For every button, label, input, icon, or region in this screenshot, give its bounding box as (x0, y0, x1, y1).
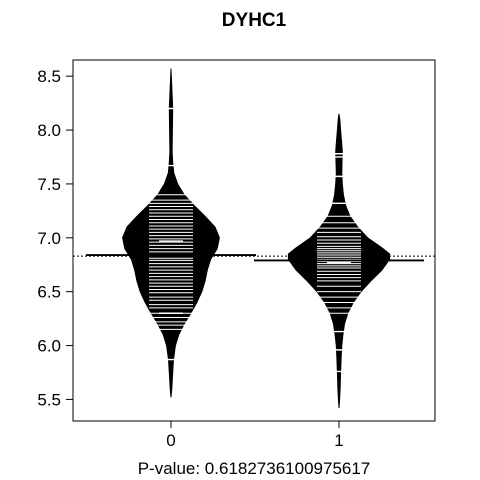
beans-layer (73, 68, 435, 409)
y-axis: 5.5 6.0 6.5 7.0 7.5 8.0 8.5 (37, 67, 74, 409)
y-tick-label-2: 6.5 (37, 283, 61, 302)
y-tick-label-0: 5.5 (37, 390, 61, 409)
bean-density-0 (122, 68, 220, 398)
chart-title: DYHC1 (222, 10, 287, 31)
y-tick-label-5: 8.0 (37, 121, 61, 140)
bean-1 (254, 113, 424, 409)
y-tick-label-1: 6.0 (37, 337, 61, 356)
x-tick-label-1: 1 (334, 431, 343, 450)
x-tick-label-0: 0 (166, 431, 175, 450)
y-tick-label-3: 7.0 (37, 229, 61, 248)
y-tick-label-4: 7.5 (37, 175, 61, 194)
y-tick-label-6: 8.5 (37, 67, 61, 86)
bean-0 (86, 68, 256, 398)
x-axis-label: P-value: 0.6182736100975617 (138, 459, 371, 478)
